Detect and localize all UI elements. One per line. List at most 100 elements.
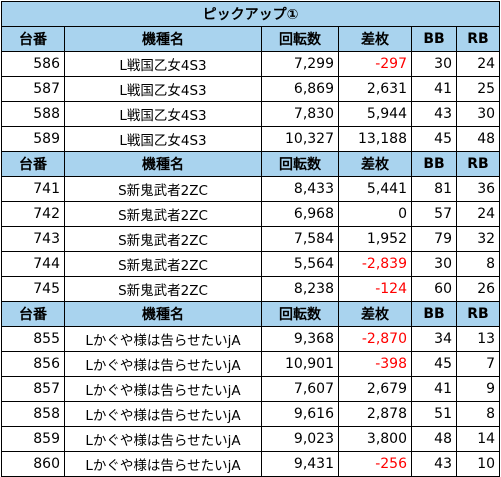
table-row: 589 L戦国乙女4S3 10,327 13,188 45 48 bbox=[1, 126, 501, 152]
spins-cell: 9,368 bbox=[261, 326, 339, 352]
rb-cell: 8 bbox=[455, 251, 501, 277]
header-rb: RB bbox=[455, 301, 501, 327]
table-row: 588 L戦国乙女4S3 7,830 5,944 43 30 bbox=[1, 101, 501, 127]
section-header-row: 台番 機種名 回転数 差枚 BB RB bbox=[1, 151, 501, 177]
bb-cell: 41 bbox=[411, 76, 457, 102]
machine-name-cell: S新鬼武者2ZC bbox=[64, 201, 262, 227]
difference-cell: 0 bbox=[338, 201, 412, 227]
unit-number-cell: 741 bbox=[1, 176, 65, 202]
header-spins: 回転数 bbox=[261, 301, 339, 327]
machine-name-cell: S新鬼武者2ZC bbox=[64, 251, 262, 277]
difference-cell: -2,839 bbox=[338, 251, 412, 277]
spins-cell: 6,869 bbox=[261, 76, 339, 102]
machine-name-cell: L戦国乙女4S3 bbox=[64, 101, 262, 127]
bb-cell: 34 bbox=[411, 326, 457, 352]
table-row: 743 S新鬼武者2ZC 7,584 1,952 79 32 bbox=[1, 226, 501, 252]
spins-cell: 6,968 bbox=[261, 201, 339, 227]
unit-number-cell: 588 bbox=[1, 101, 65, 127]
machine-name-cell: Lかぐや様は告らせたいjA bbox=[64, 376, 262, 402]
bb-cell: 57 bbox=[411, 201, 457, 227]
header-machine-name: 機種名 bbox=[64, 26, 262, 52]
rb-cell: 13 bbox=[455, 326, 501, 352]
difference-cell: -2,870 bbox=[338, 326, 412, 352]
header-bb: BB bbox=[411, 301, 457, 327]
difference-cell: 1,952 bbox=[338, 226, 412, 252]
rb-cell: 32 bbox=[455, 226, 501, 252]
spins-cell: 10,327 bbox=[261, 126, 339, 152]
unit-number-cell: 587 bbox=[1, 76, 65, 102]
machine-name-cell: Lかぐや様は告らせたいjA bbox=[64, 326, 262, 352]
spins-cell: 7,584 bbox=[261, 226, 339, 252]
unit-number-cell: 742 bbox=[1, 201, 65, 227]
table-row: 741 S新鬼武者2ZC 8,433 5,441 81 36 bbox=[1, 176, 501, 202]
header-bb: BB bbox=[411, 26, 457, 52]
spins-cell: 9,431 bbox=[261, 451, 339, 477]
machine-name-cell: S新鬼武者2ZC bbox=[64, 276, 262, 302]
spins-cell: 7,830 bbox=[261, 101, 339, 127]
table-row: 745 S新鬼武者2ZC 8,238 -124 60 26 bbox=[1, 276, 501, 302]
machine-name-cell: L戦国乙女4S3 bbox=[64, 76, 262, 102]
machine-name-cell: Lかぐや様は告らせたいjA bbox=[64, 451, 262, 477]
difference-cell: -398 bbox=[338, 351, 412, 377]
unit-number-cell: 743 bbox=[1, 226, 65, 252]
header-machine-name: 機種名 bbox=[64, 301, 262, 327]
unit-number-cell: 744 bbox=[1, 251, 65, 277]
spins-cell: 9,023 bbox=[261, 426, 339, 452]
rb-cell: 26 bbox=[455, 276, 501, 302]
bb-cell: 79 bbox=[411, 226, 457, 252]
section-header-row: 台番 機種名 回転数 差枚 BB RB bbox=[1, 301, 501, 327]
header-spins: 回転数 bbox=[261, 26, 339, 52]
unit-number-cell: 857 bbox=[1, 376, 65, 402]
rb-cell: 10 bbox=[455, 451, 501, 477]
difference-cell: 2,679 bbox=[338, 376, 412, 402]
bb-cell: 30 bbox=[411, 251, 457, 277]
header-unit-number: 台番 bbox=[1, 26, 65, 52]
bb-cell: 43 bbox=[411, 451, 457, 477]
bb-cell: 81 bbox=[411, 176, 457, 202]
spins-cell: 7,607 bbox=[261, 376, 339, 402]
unit-number-cell: 745 bbox=[1, 276, 65, 302]
rb-cell: 25 bbox=[455, 76, 501, 102]
header-rb: RB bbox=[455, 26, 501, 52]
unit-number-cell: 856 bbox=[1, 351, 65, 377]
difference-cell: 2,878 bbox=[338, 401, 412, 427]
spins-cell: 8,433 bbox=[261, 176, 339, 202]
spins-cell: 5,564 bbox=[261, 251, 339, 277]
unit-number-cell: 858 bbox=[1, 401, 65, 427]
bb-cell: 41 bbox=[411, 376, 457, 402]
spins-cell: 7,299 bbox=[261, 51, 339, 77]
bb-cell: 60 bbox=[411, 276, 457, 302]
section-header-row: 台番 機種名 回転数 差枚 BB RB bbox=[1, 26, 501, 52]
spins-cell: 8,238 bbox=[261, 276, 339, 302]
title-row: ピックアップ① bbox=[0, 1, 501, 27]
table-row: 744 S新鬼武者2ZC 5,564 -2,839 30 8 bbox=[1, 251, 501, 277]
rb-cell: 14 bbox=[455, 426, 501, 452]
unit-number-cell: 859 bbox=[1, 426, 65, 452]
sheet-title: ピックアップ① bbox=[0, 1, 501, 27]
difference-cell: -256 bbox=[338, 451, 412, 477]
bb-cell: 48 bbox=[411, 426, 457, 452]
bb-cell: 30 bbox=[411, 51, 457, 77]
machine-name-cell: L戦国乙女4S3 bbox=[64, 51, 262, 77]
header-spins: 回転数 bbox=[261, 151, 339, 177]
machine-name-cell: Lかぐや様は告らせたいjA bbox=[64, 401, 262, 427]
table-row: 855 Lかぐや様は告らせたいjA 9,368 -2,870 34 13 bbox=[1, 326, 501, 352]
rb-cell: 48 bbox=[455, 126, 501, 152]
machine-name-cell: Lかぐや様は告らせたいjA bbox=[64, 426, 262, 452]
table-body: 台番 機種名 回転数 差枚 BB RB 586 L戦国乙女4S3 7,299 -297 30 24 58… bbox=[1, 26, 501, 477]
difference-cell: -297 bbox=[338, 51, 412, 77]
spins-cell: 9,616 bbox=[261, 401, 339, 427]
rb-cell: 30 bbox=[455, 101, 501, 127]
header-bb: BB bbox=[411, 151, 457, 177]
rb-cell: 24 bbox=[455, 201, 501, 227]
header-machine-name: 機種名 bbox=[64, 151, 262, 177]
spins-cell: 10,901 bbox=[261, 351, 339, 377]
machine-name-cell: S新鬼武者2ZC bbox=[64, 226, 262, 252]
table-row: 586 L戦国乙女4S3 7,299 -297 30 24 bbox=[1, 51, 501, 77]
rb-cell: 7 bbox=[455, 351, 501, 377]
table-row: 858 Lかぐや様は告らせたいjA 9,616 2,878 51 8 bbox=[1, 401, 501, 427]
unit-number-cell: 855 bbox=[1, 326, 65, 352]
header-unit-number: 台番 bbox=[1, 151, 65, 177]
